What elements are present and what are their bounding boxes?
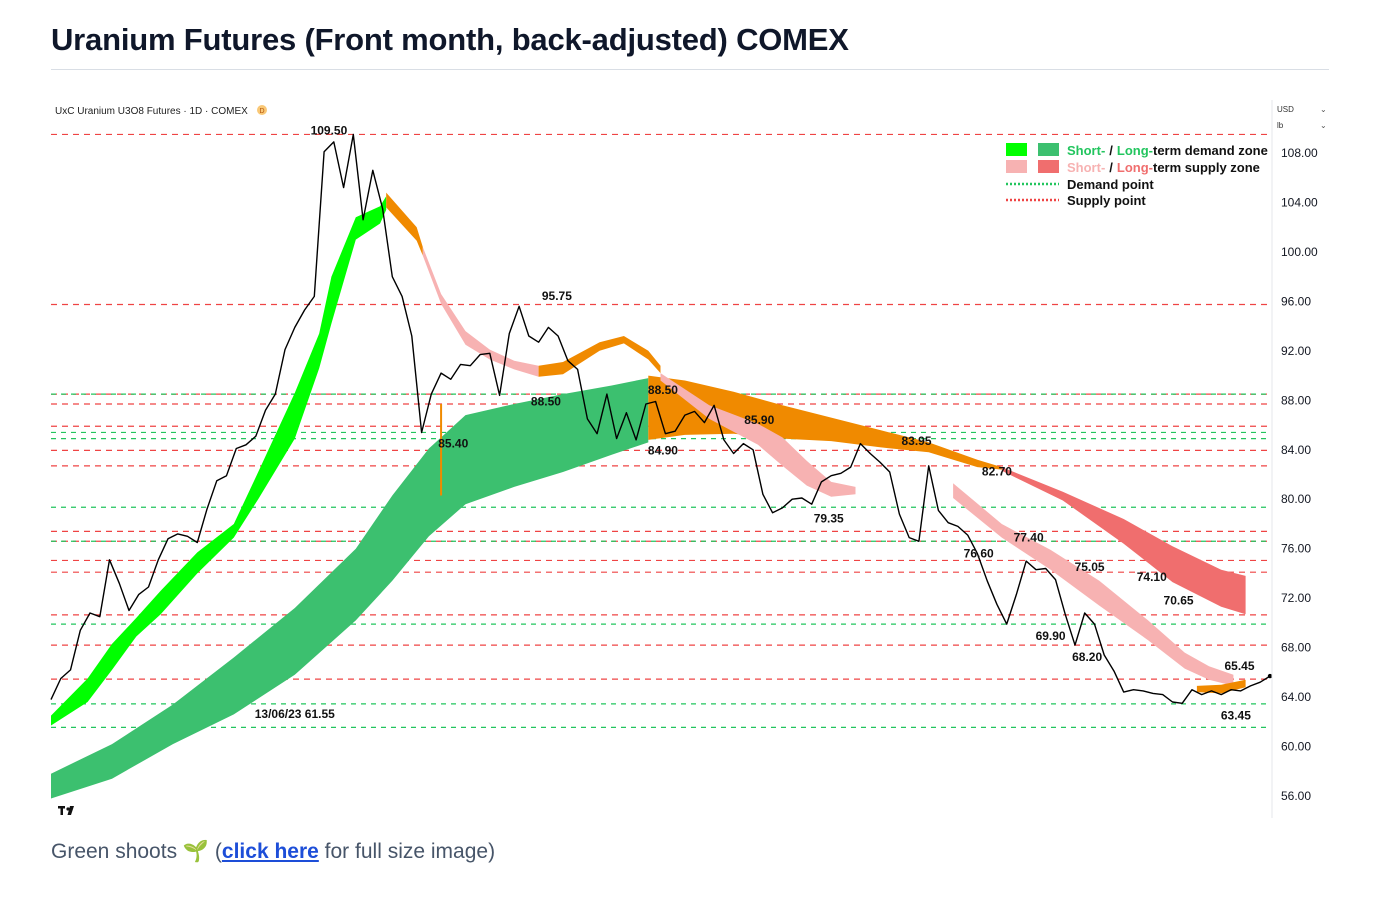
level-label: 75.05 <box>1075 560 1105 574</box>
legend-supply-zone: Short- / Long-term supply zone <box>1067 160 1260 175</box>
y-tick-label: 76.00 <box>1281 542 1311 556</box>
legend-swatch-long-demand <box>1038 143 1059 156</box>
neutral-zone <box>386 192 423 256</box>
tradingview-logo <box>58 806 74 815</box>
full-size-image-link[interactable]: click here <box>221 840 319 863</box>
badge-circle <box>257 105 267 115</box>
legend-supply-short: Short- <box>1067 160 1105 175</box>
legend-demand-zone: Short- / Long-term demand zone <box>1067 143 1268 158</box>
level-label: 83.95 <box>901 434 931 448</box>
price-chart[interactable]: 109.50 95.75 88.50 88.50 85.90 85.40 84.90 83.9… <box>0 0 1379 830</box>
legend-swatch-short-supply <box>1006 160 1027 173</box>
level-label: 69.90 <box>1036 629 1066 643</box>
caption-open-paren: ( <box>214 840 222 863</box>
level-label: 85.40 <box>438 436 468 450</box>
level-label: 88.50 <box>531 394 561 408</box>
y-tick-label: 84.00 <box>1281 443 1311 457</box>
y-tick-label: 60.00 <box>1281 740 1311 754</box>
currency-select[interactable]: USD <box>1277 105 1294 114</box>
scale-controls <box>1273 102 1327 132</box>
neutral-zone <box>648 375 1002 470</box>
price-series <box>50 133 1273 704</box>
logo-slash <box>67 806 74 815</box>
y-tick-label: 72.00 <box>1281 591 1311 605</box>
legend-supply-point: Supply point <box>1067 193 1146 208</box>
level-label: 77.40 <box>1014 530 1044 544</box>
short-term-supply-zone <box>953 483 1234 686</box>
chart-legend: Short- / Long-term demand zone Short- / Long… <box>1006 143 1268 208</box>
logo-dot <box>66 807 70 811</box>
y-tick-label: 80.00 <box>1281 492 1311 506</box>
legend-demand-point: Demand point <box>1067 177 1154 192</box>
y-tick-label: 64.00 <box>1281 690 1311 704</box>
short-term-demand-zone <box>51 196 387 726</box>
level-label: 82.70 <box>982 465 1012 479</box>
legend-swatch-long-supply <box>1038 160 1059 173</box>
level-label: 85.90 <box>744 413 774 427</box>
y-tick-label: 56.00 <box>1281 789 1311 803</box>
level-label: 70.65 <box>1164 593 1194 607</box>
level-label: 65.45 <box>1225 659 1255 673</box>
timeframe-badge: D <box>259 108 264 115</box>
level-label: 109.50 <box>311 123 348 137</box>
legend-demand-short: Short- <box>1067 143 1105 158</box>
legend-supply-rest: term supply zone <box>1153 160 1260 175</box>
chevron-down-icon[interactable]: ⌄ <box>1320 121 1327 130</box>
caption-suffix: for full size image) <box>324 840 496 863</box>
short-term-supply-zone <box>660 373 856 497</box>
logo-stem <box>60 806 63 815</box>
y-tick-label: 104.00 <box>1281 195 1318 209</box>
unit-select[interactable]: lb <box>1277 121 1284 130</box>
level-label: 84.90 <box>648 444 678 458</box>
level-label: 76.60 <box>964 546 994 560</box>
y-tick-label: 92.00 <box>1281 344 1311 358</box>
neutral-zone <box>538 336 661 377</box>
chart-subtitle: UxC Uranium U3O8 Futures · 1D · COMEX <box>55 106 248 117</box>
level-label: 74.10 <box>1137 570 1167 584</box>
last-price-dot <box>1267 673 1273 679</box>
legend-supply-long: Long- <box>1117 160 1153 175</box>
level-label: 79.35 <box>814 512 844 526</box>
caption-prefix: Green shoots <box>51 840 178 863</box>
legend-supply-sep: / <box>1109 160 1113 175</box>
y-axis: 56.00 60.00 64.00 68.00 72.00 76.00 80.00 84.00… <box>1281 146 1318 803</box>
long-term-demand-zone <box>51 378 649 799</box>
long-term-supply-zone <box>1001 467 1246 615</box>
level-lines <box>51 133 1270 728</box>
level-label: 95.75 <box>542 289 572 303</box>
level-label: 68.20 <box>1072 650 1102 664</box>
y-tick-label: 68.00 <box>1281 641 1311 655</box>
short-term-supply-zone <box>422 247 539 377</box>
y-tick-label: 100.00 <box>1281 245 1318 259</box>
legend-demand-rest: term demand zone <box>1153 143 1268 158</box>
legend-swatch-short-demand <box>1006 143 1027 156</box>
chevron-down-icon[interactable]: ⌄ <box>1320 105 1327 114</box>
level-label: 13/06/23 61.55 <box>255 707 335 721</box>
y-tick-label: 108.00 <box>1281 146 1318 160</box>
price-line <box>50 133 1271 704</box>
y-tick-label: 96.00 <box>1281 294 1311 308</box>
page-title: Uranium Futures (Front month, back-adjus… <box>51 22 849 57</box>
figure-caption: Green shoots 🌱 (click here for full size… <box>51 840 495 864</box>
y-tick-label: 88.00 <box>1281 393 1311 407</box>
seedling-icon: 🌱 <box>182 840 210 863</box>
level-label: 88.50 <box>648 383 678 397</box>
legend-demand-long: Long- <box>1117 143 1153 158</box>
legend-demand-sep: / <box>1109 143 1113 158</box>
zone-bands <box>51 192 1246 799</box>
level-labels: 109.50 95.75 88.50 88.50 85.90 85.40 84.90 83.9… <box>255 123 1255 722</box>
level-label: 63.45 <box>1221 708 1251 722</box>
title-divider <box>51 69 1329 70</box>
